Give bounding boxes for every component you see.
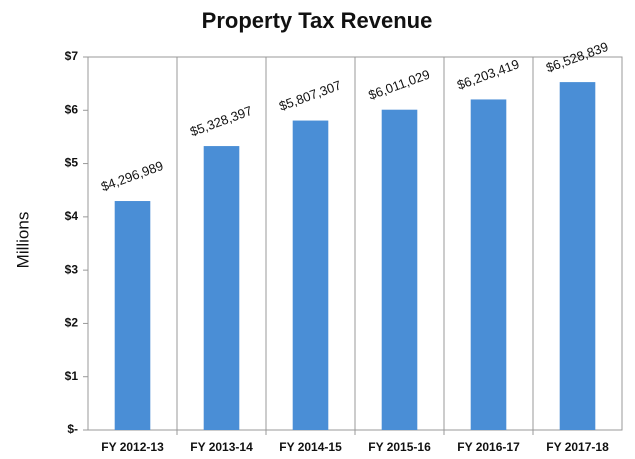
x-tick-label: FY 2015-16	[368, 440, 431, 454]
x-tick-label: FY 2013-14	[190, 440, 253, 454]
bar	[559, 82, 596, 431]
x-tick-label: FY 2012-13	[101, 440, 164, 454]
data-label: $5,328,397	[188, 103, 254, 139]
y-axis-label: Millions	[13, 212, 32, 269]
y-tick-label: $3	[65, 262, 79, 276]
y-tick-label: $6	[65, 102, 79, 116]
y-tick-label: $5	[65, 156, 79, 170]
chart-title: Property Tax Revenue	[202, 8, 433, 33]
bar	[203, 146, 240, 430]
y-tick-label: $4	[65, 209, 79, 223]
data-label: $5,807,307	[277, 77, 343, 113]
data-label: $6,011,029	[366, 67, 431, 103]
data-label: $6,203,419	[455, 56, 521, 92]
x-tick-label: FY 2017-18	[546, 440, 609, 454]
bar	[114, 201, 151, 430]
bar	[470, 99, 507, 431]
bar	[381, 109, 418, 430]
data-label: $4,296,989	[99, 158, 165, 194]
bar	[292, 120, 329, 430]
x-tick-label: FY 2014-15	[279, 440, 342, 454]
y-tick-label: $2	[65, 316, 79, 330]
y-tick-label: $-	[67, 422, 78, 436]
x-tick-label: FY 2016-17	[457, 440, 520, 454]
y-tick-label: $1	[65, 369, 79, 383]
y-tick-label: $7	[65, 49, 79, 63]
